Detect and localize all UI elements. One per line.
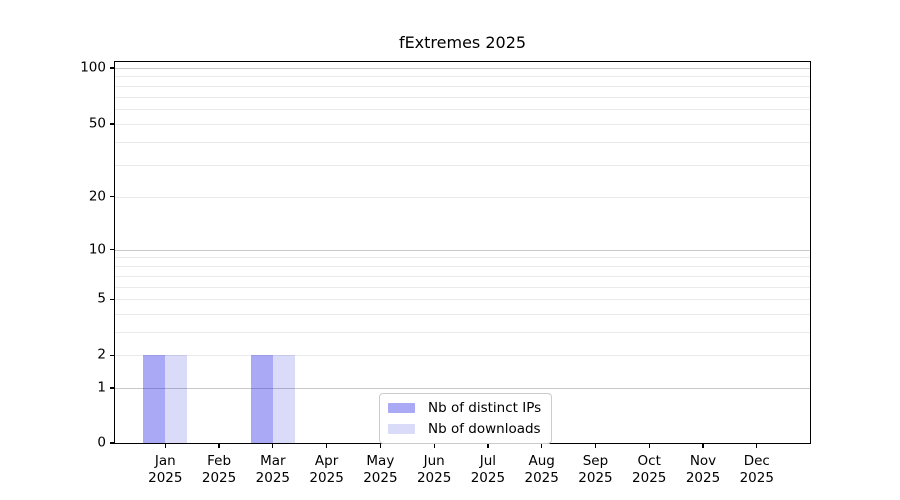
x-tick-month: Aug bbox=[528, 453, 555, 469]
x-tick-month: Mar bbox=[260, 453, 286, 469]
y-tick-label: 50 bbox=[88, 115, 106, 132]
x-tick-year: 2025 bbox=[255, 469, 290, 486]
x-tick-mark bbox=[218, 444, 220, 448]
gridline bbox=[115, 257, 810, 258]
gridline bbox=[115, 250, 810, 251]
x-tick-label: Nov 2025 bbox=[671, 453, 735, 486]
x-tick-label: Oct 2025 bbox=[617, 453, 681, 486]
x-tick-label: Jul 2025 bbox=[456, 453, 520, 486]
legend-label: Nb of distinct IPs bbox=[428, 400, 542, 416]
x-tick-label: Feb 2025 bbox=[187, 453, 251, 486]
gridline bbox=[115, 142, 810, 143]
x-tick-label: May 2025 bbox=[348, 453, 412, 486]
x-tick-label: Jun 2025 bbox=[402, 453, 466, 486]
y-tick-mark bbox=[110, 196, 114, 198]
legend-swatch-distinct-ips bbox=[388, 403, 415, 413]
y-tick-mark bbox=[110, 354, 114, 356]
legend: Nb of distinct IPs Nb of downloads bbox=[379, 393, 553, 444]
x-tick-label: Jan 2025 bbox=[133, 453, 197, 486]
y-tick-mark bbox=[110, 387, 114, 389]
gridline bbox=[115, 68, 810, 69]
x-tick-year: 2025 bbox=[201, 469, 237, 486]
x-tick-year: 2025 bbox=[632, 469, 667, 486]
x-tick-label: Mar 2025 bbox=[241, 453, 305, 486]
x-tick-month: Jul bbox=[479, 453, 497, 469]
y-tick-label: 10 bbox=[88, 240, 106, 257]
gridline bbox=[115, 165, 810, 166]
y-tick-label: 20 bbox=[88, 188, 106, 204]
gridline bbox=[115, 276, 810, 277]
plot-area: Nb of distinct IPs Nb of downloads bbox=[114, 61, 811, 444]
gridline bbox=[115, 97, 810, 98]
gridline bbox=[115, 86, 810, 87]
gridline bbox=[115, 299, 810, 300]
x-tick-year: 2025 bbox=[524, 469, 559, 486]
y-tick-mark bbox=[110, 123, 114, 125]
x-tick-year: 2025 bbox=[363, 469, 398, 486]
gridline bbox=[115, 314, 810, 315]
gridline bbox=[115, 355, 810, 356]
x-tick-month: May bbox=[366, 453, 395, 469]
legend-row: Nb of distinct IPs bbox=[388, 399, 541, 417]
gridline bbox=[115, 388, 810, 389]
x-tick-month: Sep bbox=[582, 453, 609, 469]
x-tick-mark bbox=[433, 444, 435, 448]
x-tick-mark bbox=[541, 444, 543, 448]
y-tick-mark bbox=[110, 298, 114, 300]
x-tick-month: Dec bbox=[743, 453, 770, 469]
bar-distinct-ips bbox=[143, 355, 165, 443]
x-tick-label: Aug 2025 bbox=[510, 453, 574, 486]
y-tick-label: 2 bbox=[97, 346, 106, 363]
x-tick-month: Feb bbox=[207, 453, 232, 469]
gridline bbox=[115, 197, 810, 198]
x-tick-mark bbox=[379, 444, 381, 448]
x-tick-year: 2025 bbox=[148, 469, 183, 486]
x-tick-month: Jan bbox=[154, 453, 176, 469]
x-tick-year: 2025 bbox=[739, 469, 774, 486]
gridline bbox=[115, 109, 810, 110]
y-tick-mark bbox=[110, 249, 114, 251]
bar-distinct-ips bbox=[251, 355, 273, 443]
bar-downloads bbox=[165, 355, 187, 443]
x-tick-year: 2025 bbox=[309, 469, 344, 486]
x-tick-month: Apr bbox=[314, 453, 339, 469]
x-tick-mark bbox=[702, 444, 704, 448]
x-tick-mark bbox=[648, 444, 650, 448]
x-tick-mark bbox=[594, 444, 597, 448]
gridline bbox=[115, 124, 810, 125]
gridline bbox=[115, 287, 810, 288]
y-tick-label: 5 bbox=[97, 290, 106, 307]
x-tick-mark bbox=[164, 444, 166, 448]
x-tick-year: 2025 bbox=[578, 469, 613, 486]
chart-title: fExtremes 2025 bbox=[398, 33, 527, 52]
x-tick-label: Dec 2025 bbox=[725, 453, 789, 486]
y-tick-label: 1 bbox=[97, 379, 106, 396]
y-tick-label: 100 bbox=[80, 59, 106, 76]
legend-label: Nb of downloads bbox=[428, 421, 541, 437]
x-tick-label: Apr 2025 bbox=[295, 453, 359, 486]
legend-swatch-downloads bbox=[388, 424, 415, 434]
x-tick-month: Oct bbox=[637, 453, 661, 469]
x-tick-mark bbox=[326, 444, 328, 448]
x-tick-month: Nov bbox=[689, 453, 717, 469]
x-tick-month: Jun bbox=[423, 453, 445, 469]
legend-row: Nb of downloads bbox=[388, 420, 541, 438]
x-tick-year: 2025 bbox=[470, 469, 506, 486]
x-tick-year: 2025 bbox=[685, 469, 721, 486]
y-tick-mark bbox=[110, 67, 114, 69]
y-tick-mark bbox=[110, 442, 114, 444]
y-tick-label: 0 bbox=[97, 434, 106, 451]
bar-downloads bbox=[273, 355, 295, 443]
x-tick-year: 2025 bbox=[416, 469, 452, 486]
x-tick-mark bbox=[272, 444, 274, 448]
gridline bbox=[115, 76, 810, 77]
gridline bbox=[115, 266, 810, 267]
gridline bbox=[115, 332, 810, 333]
x-tick-mark bbox=[756, 444, 758, 448]
x-tick-mark bbox=[487, 444, 489, 448]
x-tick-label: Sep 2025 bbox=[563, 453, 627, 486]
